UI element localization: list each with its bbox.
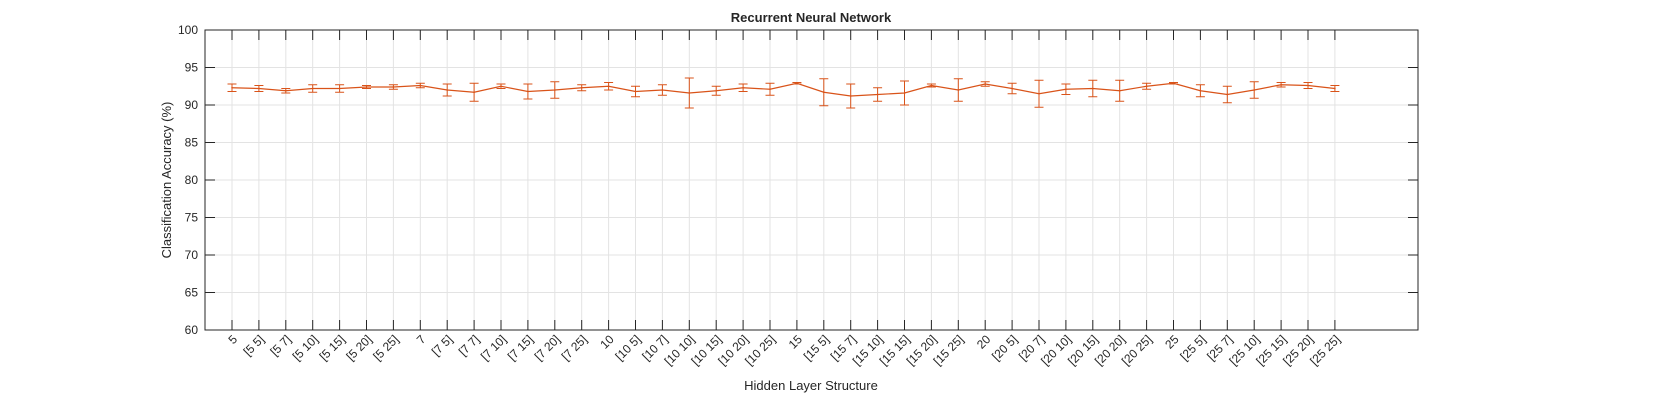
data-point bbox=[365, 86, 368, 88]
x-tick-label: [5 15] bbox=[317, 332, 348, 363]
data-point bbox=[527, 90, 529, 93]
data-point bbox=[446, 89, 449, 91]
x-tick-label: 5 bbox=[225, 332, 240, 347]
data-point bbox=[1334, 87, 1336, 90]
data-point bbox=[661, 89, 664, 91]
x-tick-label: [20 25] bbox=[1119, 332, 1155, 368]
data-point bbox=[285, 89, 287, 92]
x-tick-label: [15 25] bbox=[931, 332, 967, 368]
data-point bbox=[688, 92, 691, 94]
tick-layer bbox=[205, 29, 1418, 331]
data-point bbox=[1011, 87, 1013, 90]
chart-title: Recurrent Neural Network bbox=[731, 10, 892, 25]
data-point bbox=[930, 84, 933, 87]
x-tick-label: [20 5] bbox=[989, 332, 1020, 363]
data-point bbox=[634, 90, 637, 93]
y-axis-label: Classification Accuracy (%) bbox=[159, 102, 174, 259]
y-tick-label: 75 bbox=[185, 211, 199, 225]
x-tick-label: [15 5] bbox=[801, 332, 832, 363]
data-point bbox=[715, 89, 717, 92]
data-point bbox=[1226, 93, 1229, 96]
x-tick-label: 7 bbox=[414, 332, 429, 347]
x-tick-label: [25 5] bbox=[1177, 332, 1208, 363]
y-tick-label: 90 bbox=[185, 98, 199, 112]
x-tick-label: 10 bbox=[597, 332, 617, 352]
data-point bbox=[1092, 87, 1094, 90]
x-tick-label: [10 5] bbox=[612, 332, 643, 363]
x-tick-label: 25 bbox=[1162, 332, 1182, 352]
x-tick-label: [5 5] bbox=[241, 332, 267, 358]
plot-area-border bbox=[204, 29, 1419, 331]
data-point bbox=[392, 86, 395, 88]
data-point bbox=[607, 85, 610, 88]
data-point bbox=[823, 91, 825, 94]
data-point bbox=[338, 87, 341, 90]
series-layer bbox=[227, 77, 1340, 109]
data-point bbox=[984, 83, 986, 85]
y-tick-label: 100 bbox=[178, 23, 198, 37]
data-point bbox=[1253, 89, 1255, 91]
x-axis-label: Hidden Layer Structure bbox=[744, 378, 878, 393]
data-point bbox=[580, 86, 583, 89]
data-point bbox=[554, 89, 556, 91]
data-point bbox=[742, 86, 744, 89]
x-tick-label: [10 25] bbox=[742, 332, 778, 368]
x-tick-label: 15 bbox=[786, 332, 806, 352]
data-point bbox=[311, 87, 314, 90]
data-point bbox=[903, 92, 906, 94]
x-tick-label: [7 25] bbox=[559, 332, 590, 363]
data-point bbox=[1172, 82, 1175, 85]
y-tick-label: 70 bbox=[185, 248, 199, 262]
data-point bbox=[258, 87, 260, 90]
data-point bbox=[1307, 84, 1309, 87]
data-point bbox=[769, 88, 771, 91]
data-point bbox=[1038, 92, 1040, 95]
y-tick-label: 95 bbox=[185, 61, 199, 75]
series-line bbox=[231, 82, 1335, 97]
y-tick-label: 65 bbox=[185, 286, 199, 300]
x-tick-label: [5 10] bbox=[290, 332, 321, 363]
y-tick-label: 85 bbox=[185, 136, 199, 150]
grid-layer bbox=[205, 30, 1418, 330]
y-tick-label: 60 bbox=[185, 323, 199, 337]
data-point bbox=[1145, 85, 1148, 88]
x-tick-label: [7 20] bbox=[532, 332, 563, 363]
data-point bbox=[473, 91, 475, 94]
data-point bbox=[849, 95, 852, 97]
x-tick-label: 20 bbox=[974, 332, 994, 352]
x-tick-label: [5 20] bbox=[343, 332, 374, 363]
data-point bbox=[796, 82, 798, 85]
x-tick-label: [7 5] bbox=[429, 332, 455, 358]
x-tick-label: [7 10] bbox=[478, 332, 509, 363]
data-point bbox=[500, 85, 502, 88]
y-tick-label: 80 bbox=[185, 173, 199, 187]
x-tick-label: [25 25] bbox=[1307, 332, 1343, 368]
data-point bbox=[419, 84, 422, 87]
data-point bbox=[1118, 89, 1121, 92]
data-point bbox=[876, 93, 879, 96]
data-point bbox=[1065, 88, 1067, 91]
x-tick-label: [7 15] bbox=[505, 332, 536, 363]
data-point bbox=[1280, 83, 1282, 86]
data-point bbox=[957, 89, 960, 91]
data-point bbox=[1199, 89, 1202, 92]
data-point bbox=[231, 86, 233, 89]
x-tick-label: [5 25] bbox=[370, 332, 401, 363]
